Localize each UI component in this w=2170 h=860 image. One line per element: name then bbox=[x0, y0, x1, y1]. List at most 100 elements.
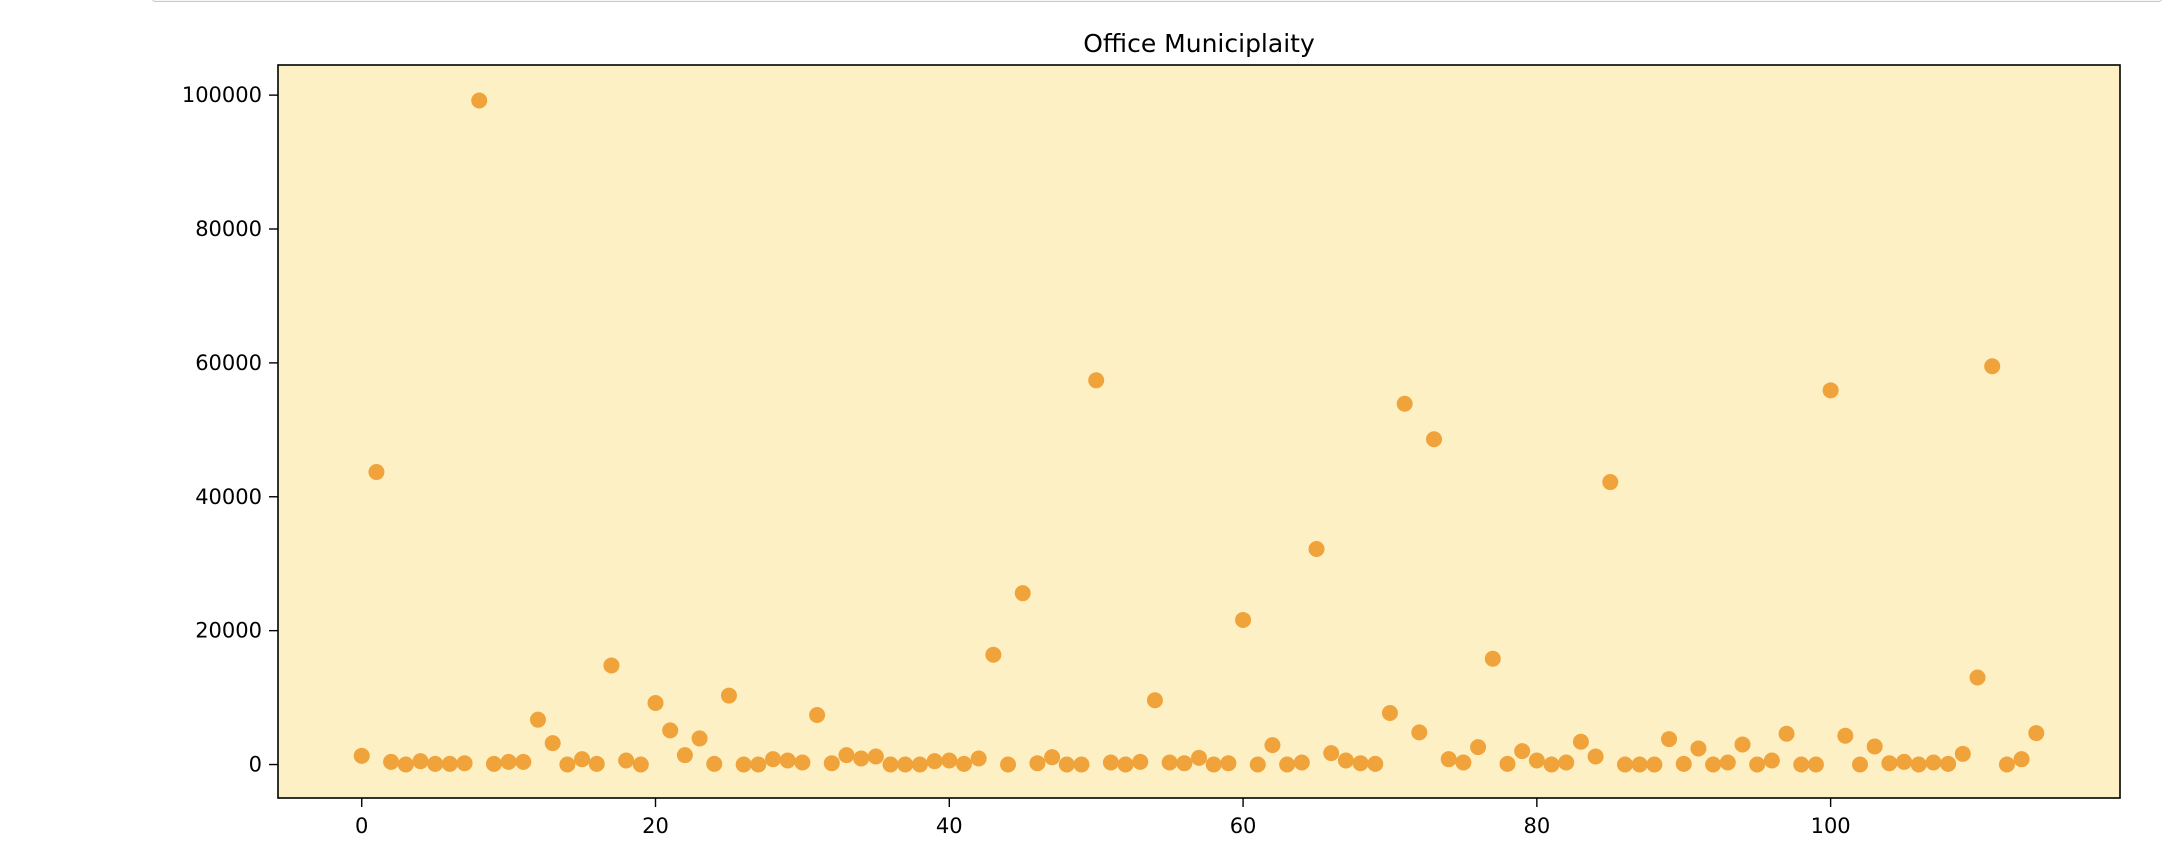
data-point bbox=[1426, 431, 1443, 448]
data-point bbox=[1058, 756, 1075, 773]
data-point bbox=[1191, 749, 1207, 766]
data-point bbox=[1661, 731, 1678, 748]
data-point bbox=[1969, 669, 1986, 686]
data-point bbox=[1734, 736, 1751, 753]
data-point bbox=[529, 711, 546, 728]
data-point bbox=[1881, 755, 1898, 772]
data-point bbox=[1014, 585, 1031, 602]
data-point bbox=[676, 747, 693, 764]
data-point bbox=[618, 752, 635, 769]
data-point bbox=[1807, 756, 1824, 773]
data-point bbox=[353, 747, 370, 764]
data-point bbox=[383, 753, 400, 770]
data-point bbox=[1558, 754, 1575, 771]
data-point bbox=[1837, 727, 1854, 744]
data-point bbox=[1455, 754, 1472, 771]
data-point bbox=[1910, 756, 1927, 773]
data-point bbox=[867, 748, 884, 765]
data-point bbox=[1102, 754, 1119, 771]
data-point bbox=[1367, 755, 1384, 772]
data-point bbox=[1572, 733, 1589, 750]
x-tick-label: 100 bbox=[1811, 814, 1851, 838]
y-tick-label: 80000 bbox=[195, 217, 262, 241]
data-point bbox=[1675, 755, 1692, 772]
data-point bbox=[750, 756, 767, 773]
data-point bbox=[1235, 611, 1252, 628]
data-point bbox=[544, 735, 561, 752]
data-point bbox=[1176, 755, 1193, 772]
data-point bbox=[955, 755, 972, 772]
data-point bbox=[985, 646, 1002, 663]
data-point bbox=[1528, 752, 1545, 769]
data-point bbox=[1249, 756, 1266, 773]
y-tick-label: 40000 bbox=[195, 485, 262, 509]
data-point bbox=[1205, 756, 1222, 773]
data-point bbox=[1602, 474, 1619, 491]
data-point bbox=[1000, 756, 1017, 773]
x-tick-label: 0 bbox=[355, 814, 368, 838]
data-point bbox=[823, 755, 840, 772]
data-point bbox=[1044, 749, 1061, 766]
x-axis: 0 20 40 60 80 100 bbox=[355, 798, 1851, 838]
plot-area bbox=[277, 64, 2121, 799]
data-point bbox=[838, 747, 855, 764]
data-point bbox=[397, 756, 414, 773]
data-point bbox=[1822, 382, 1839, 399]
data-point bbox=[1337, 752, 1354, 769]
data-point bbox=[765, 751, 782, 768]
data-point bbox=[1749, 756, 1766, 773]
data-point bbox=[1587, 748, 1604, 765]
data-point bbox=[1161, 754, 1178, 771]
data-point bbox=[1352, 755, 1369, 772]
data-point bbox=[1499, 755, 1516, 772]
data-point bbox=[1323, 745, 1340, 762]
data-point bbox=[574, 751, 591, 768]
data-point bbox=[1631, 756, 1648, 773]
data-point bbox=[559, 756, 576, 773]
data-point bbox=[1719, 754, 1736, 771]
data-point bbox=[1763, 752, 1780, 769]
data-point bbox=[1381, 704, 1398, 721]
y-axis: 0 20000 40000 60000 80000 100000 bbox=[182, 83, 278, 777]
data-point bbox=[1117, 756, 1134, 773]
data-point bbox=[1132, 753, 1149, 770]
data-point bbox=[1411, 724, 1428, 741]
data-point bbox=[1925, 754, 1942, 771]
data-points bbox=[353, 92, 2045, 773]
x-tick-label: 20 bbox=[642, 814, 669, 838]
y-tick-label: 20000 bbox=[195, 619, 262, 643]
data-point bbox=[1543, 756, 1560, 773]
data-point bbox=[1984, 358, 2001, 375]
x-tick-label: 60 bbox=[1230, 814, 1257, 838]
data-point bbox=[735, 756, 752, 773]
data-point bbox=[1470, 739, 1487, 756]
data-point bbox=[1705, 756, 1722, 773]
data-point bbox=[1646, 756, 1663, 773]
data-point bbox=[691, 730, 708, 747]
data-point bbox=[1616, 756, 1633, 773]
data-point bbox=[2028, 725, 2045, 742]
data-point bbox=[412, 753, 429, 770]
data-point bbox=[456, 755, 473, 772]
data-point bbox=[1396, 395, 1413, 412]
data-point bbox=[970, 750, 987, 767]
data-point bbox=[1514, 743, 1531, 760]
data-point bbox=[1954, 745, 1971, 762]
data-point bbox=[647, 694, 664, 711]
data-point bbox=[1940, 755, 1957, 772]
data-point bbox=[853, 750, 870, 767]
data-point bbox=[427, 755, 444, 772]
data-point bbox=[1088, 372, 1105, 389]
x-tick-label: 80 bbox=[1523, 814, 1550, 838]
data-point bbox=[911, 756, 928, 773]
x-tick-label: 40 bbox=[936, 814, 963, 838]
data-point bbox=[1896, 753, 1913, 770]
data-point bbox=[368, 463, 385, 480]
data-point bbox=[515, 753, 532, 770]
data-point bbox=[1220, 755, 1237, 772]
data-point bbox=[662, 722, 679, 739]
y-tick-label: 100000 bbox=[182, 83, 262, 107]
data-point bbox=[1293, 754, 1310, 771]
data-point bbox=[1146, 692, 1163, 709]
